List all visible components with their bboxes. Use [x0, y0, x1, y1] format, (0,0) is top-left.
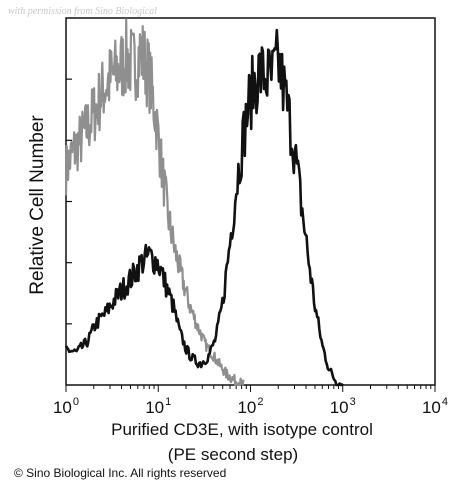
cd3e-histogram: [64, 28, 344, 387]
isotype-control-histogram: [64, 18, 245, 387]
x-tick-label: 102: [237, 396, 264, 417]
y-axis-label: Relative Cell Number: [27, 115, 48, 295]
y-axis-ticks: [66, 78, 72, 325]
y-axis-label-wrap: Relative Cell Number: [0, 0, 48, 295]
x-axis-label: Purified CD3E, with isotype control: [111, 420, 373, 439]
x-tick-label: 104: [421, 396, 449, 417]
copyright-notice: © Sino Biological Inc. All rights reserv…: [14, 466, 227, 480]
x-axis-ticks: [65, 385, 436, 392]
x-tick-label: 100: [52, 396, 80, 417]
x-axis-sublabel: (PE second step): [167, 445, 299, 464]
x-tick-label: 103: [329, 396, 356, 417]
x-tick-label: 101: [145, 396, 172, 417]
watermark: with permission from Sino Biological: [8, 6, 158, 17]
histogram-series: [64, 18, 344, 387]
